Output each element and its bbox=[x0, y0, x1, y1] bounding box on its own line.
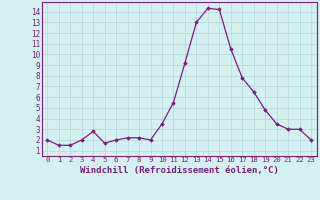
X-axis label: Windchill (Refroidissement éolien,°C): Windchill (Refroidissement éolien,°C) bbox=[80, 166, 279, 175]
